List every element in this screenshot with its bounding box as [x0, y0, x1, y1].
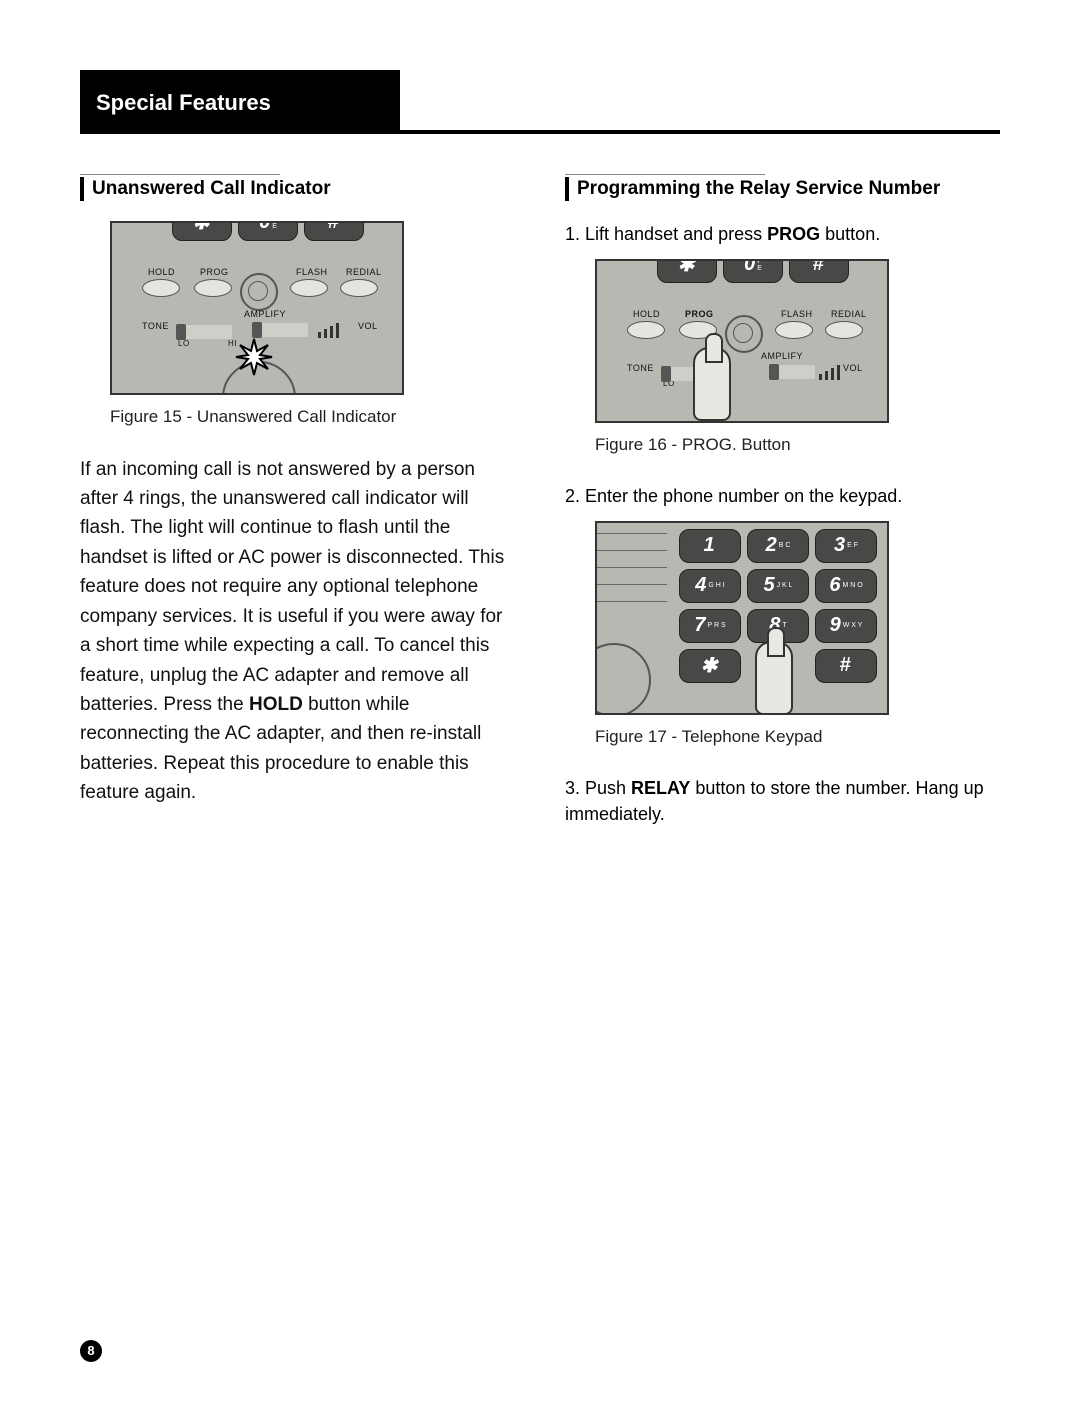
hold-button	[142, 279, 180, 297]
label-flash-16: FLASH	[781, 309, 813, 319]
finger-icon	[693, 347, 731, 421]
label-amplify-16: AMPLIFY	[761, 351, 803, 361]
step-3: 3. Push RELAY button to store the number…	[565, 775, 1000, 827]
label-amplify: AMPLIFY	[244, 309, 286, 319]
label-hold-16: HOLD	[633, 309, 660, 319]
label-redial-16: REDIAL	[831, 309, 867, 319]
heading-rule-r	[565, 174, 765, 175]
label-vol-16: VOL	[843, 363, 863, 373]
figure-16-caption: Figure 16 - PROG. Button	[595, 433, 1000, 457]
step1-post: button.	[820, 224, 880, 244]
left-heading: Unanswered Call Indicator	[80, 177, 515, 201]
figure-16: ✱ 0PE # HOLD PROG FLASH REDIAL AMPLIFY T…	[595, 259, 889, 423]
figure-17-caption: Figure 17 - Telephone Keypad	[595, 725, 1000, 749]
step3-pre: 3. Push	[565, 778, 631, 798]
label-prog: PROG	[200, 267, 229, 277]
step1-pre: 1. Lift handset and press	[565, 224, 767, 244]
step3-bold: RELAY	[631, 778, 690, 798]
label-hold: HOLD	[148, 267, 175, 277]
left-body: If an incoming call is not answered by a…	[80, 455, 515, 808]
label-vol: VOL	[358, 321, 378, 331]
label-tone: TONE	[142, 321, 169, 331]
label-flash: FLASH	[296, 267, 328, 277]
flash-burst-icon	[234, 337, 274, 377]
step-2: 2. Enter the phone number on the keypad.	[565, 483, 1000, 509]
header-bar: Special Features	[80, 70, 1000, 134]
label-prog-16: PROG	[685, 309, 714, 319]
step1-bold: PROG	[767, 224, 820, 244]
label-lo: LO	[178, 339, 190, 348]
flash-button	[290, 279, 328, 297]
label-redial: REDIAL	[346, 267, 382, 277]
redial-button	[340, 279, 378, 297]
figure-15-caption: Figure 15 - Unanswered Call Indicator	[110, 405, 515, 429]
center-dial	[240, 273, 278, 311]
step-1: 1. Lift handset and press PROG button.	[565, 221, 1000, 247]
heading-rule	[80, 174, 280, 175]
figure-17: 1 2B C 3E F 4G H I 5J K L 6M N O 7P R S …	[595, 521, 889, 715]
finger-icon-17	[755, 641, 793, 715]
right-heading: Programming the Relay Service Number	[565, 177, 1000, 201]
body-bold-hold: HOLD	[249, 694, 303, 715]
prog-button	[194, 279, 232, 297]
figure-15: ✱ 0PE # HOLD PROG FLASH REDIAL	[110, 221, 404, 395]
page-title: Special Features	[80, 70, 400, 130]
left-column: Unanswered Call Indicator ✱ 0PE # HOLD P…	[80, 174, 515, 839]
label-tone-16: TONE	[627, 363, 654, 373]
body-pre: If an incoming call is not answered by a…	[80, 459, 504, 716]
page-number: 8	[80, 1340, 102, 1362]
right-column: Programming the Relay Service Number 1. …	[565, 174, 1000, 839]
